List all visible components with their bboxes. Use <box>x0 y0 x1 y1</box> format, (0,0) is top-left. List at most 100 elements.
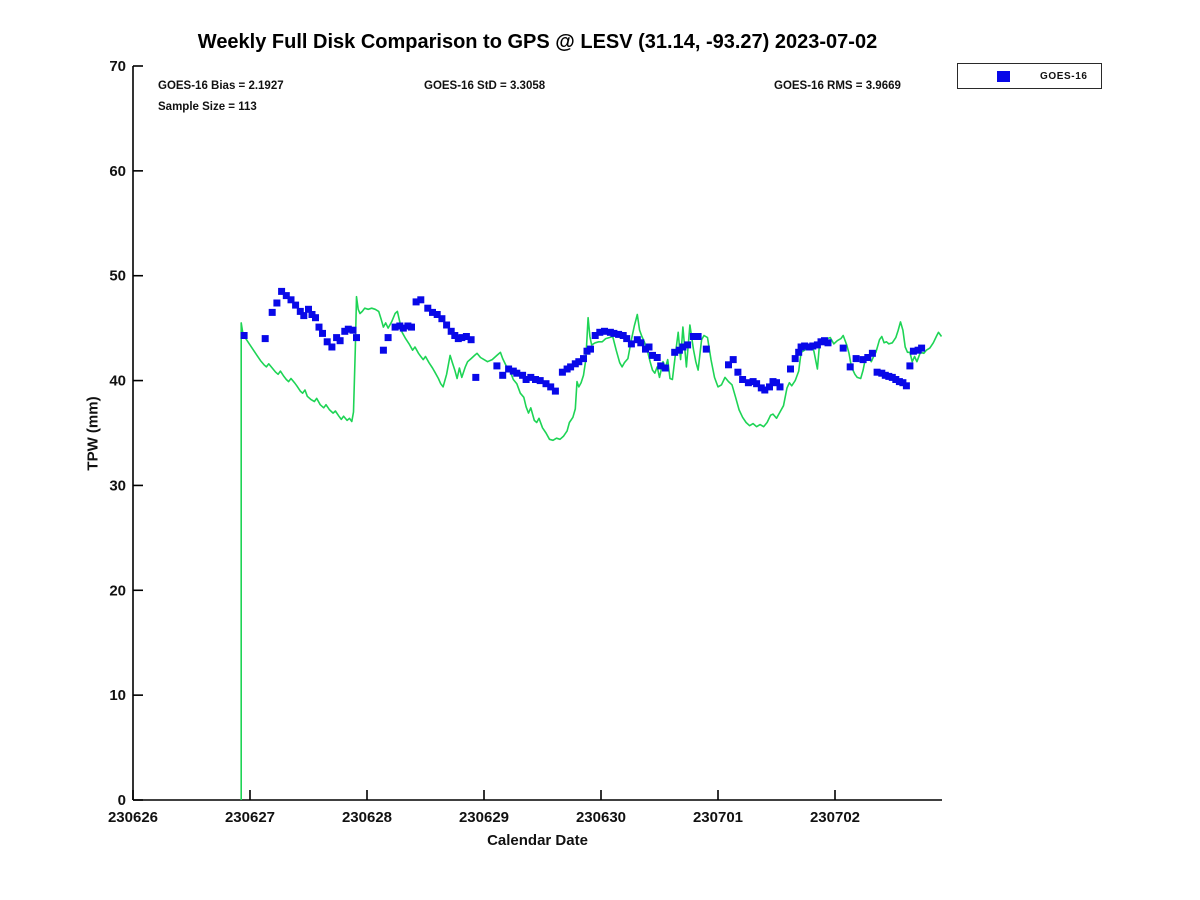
goes16-data-marker <box>493 362 501 370</box>
goes16-data-marker <box>424 304 432 312</box>
goes16-data-marker <box>404 322 412 330</box>
goes16-data-marker <box>328 343 336 351</box>
goes16-data-marker <box>813 341 821 349</box>
goes16-data-marker <box>391 323 399 331</box>
goes16-data-marker <box>240 332 248 339</box>
goes16-data-marker <box>637 339 645 347</box>
goes16-data-marker <box>287 296 295 304</box>
goes16-data-marker <box>282 292 290 300</box>
goes16-data-marker <box>679 343 687 351</box>
goes16-data-marker <box>809 342 817 350</box>
y-tick-label: 20 <box>109 582 126 599</box>
x-tick-label: 230702 <box>810 809 860 826</box>
goes16-data-marker <box>384 334 392 342</box>
goes16-data-marker <box>412 298 420 306</box>
goes16-data-marker <box>868 349 876 357</box>
goes16-data-marker <box>462 333 470 340</box>
goes16-data-marker <box>864 354 872 361</box>
goes16-data-marker <box>596 328 604 336</box>
goes16-data-marker <box>408 323 415 331</box>
stat-std-text: GOES-16 StD = 3.3058 <box>424 80 546 92</box>
goes16-data-marker <box>645 343 653 351</box>
goes16-data-marker <box>323 338 331 346</box>
goes16-data-marker <box>627 340 635 348</box>
goes16-data-marker <box>522 376 530 383</box>
goes16-data-marker <box>551 387 559 395</box>
goes16-data-marker <box>801 342 809 350</box>
goes16-data-marker <box>312 314 319 322</box>
goes16-data-marker <box>873 368 881 376</box>
y-tick-label: 10 <box>109 687 126 704</box>
x-axis-label: Calendar Date <box>487 832 588 849</box>
goes16-data-marker <box>580 355 587 363</box>
x-tick-label: 230629 <box>459 809 509 826</box>
goes16-data-marker <box>795 348 803 356</box>
goes16-data-marker <box>852 355 860 363</box>
goes16-data-marker <box>315 323 323 331</box>
goes16-data-marker <box>773 379 780 387</box>
goes16-data-marker <box>610 329 618 337</box>
goes16-data-marker <box>305 305 312 313</box>
goes16-data-marker <box>824 339 832 347</box>
goes16-marker-series <box>240 287 926 395</box>
goes16-data-marker <box>547 383 555 391</box>
goes16-data-marker <box>558 368 566 376</box>
goes16-data-marker <box>261 335 269 343</box>
goes16-data-marker <box>447 327 455 335</box>
goes16-data-marker <box>467 336 475 344</box>
goes16-data-marker <box>527 373 535 381</box>
stat-sample-size-text: Sample Size = 113 <box>158 101 257 113</box>
goes16-data-marker <box>278 287 286 295</box>
goes16-data-marker <box>472 373 480 381</box>
gps-line <box>240 295 943 800</box>
goes16-data-marker <box>601 327 608 335</box>
goes16-data-marker <box>379 346 387 354</box>
goes16-data-marker <box>273 299 281 307</box>
goes16-data-marker <box>429 308 436 316</box>
goes16-data-marker <box>292 301 300 309</box>
x-tick-label: 230626 <box>108 809 158 826</box>
goes16-data-marker <box>744 379 752 387</box>
goes16-data-marker <box>776 383 784 391</box>
x-tick-label: 230628 <box>342 809 392 826</box>
goes16-data-marker <box>657 362 665 370</box>
legend-label: GOES-16 <box>1040 70 1088 82</box>
goes16-data-marker <box>902 382 910 390</box>
goes16-data-marker <box>684 341 692 349</box>
goes16-data-marker <box>319 329 326 337</box>
goes16-data-marker <box>766 383 773 391</box>
goes16-data-marker <box>892 376 900 383</box>
goes16-data-marker <box>761 386 769 394</box>
goes16-data-marker <box>623 335 631 343</box>
legend-square-marker-icon <box>997 70 1010 82</box>
goes16-data-marker <box>702 345 710 353</box>
goes16-data-marker <box>653 354 661 361</box>
goes16-data-marker <box>353 334 360 342</box>
y-tick-label: 40 <box>109 373 126 390</box>
goes16-data-marker <box>787 365 794 373</box>
goes16-data-marker <box>300 312 308 320</box>
goes16-data-marker <box>725 361 732 369</box>
goes16-data-marker <box>615 330 623 338</box>
y-tick-label: 50 <box>109 268 126 285</box>
axes: 230626 230627 230628 230629 230630 230701 2307… <box>108 58 942 826</box>
goes16-data-marker <box>519 371 527 379</box>
goes16-data-marker <box>443 321 451 329</box>
x-tick-label: 230627 <box>225 809 275 826</box>
goes16-data-marker <box>671 348 679 356</box>
goes16-data-marker <box>587 345 594 353</box>
goes16-data-marker <box>694 333 702 340</box>
goes16-data-marker <box>649 351 656 359</box>
goes16-data-marker <box>499 371 507 379</box>
goes16-data-marker <box>918 344 926 352</box>
goes16-data-marker <box>739 376 747 383</box>
goes16-data-marker <box>839 344 847 352</box>
goes16-data-marker <box>906 362 914 370</box>
goes16-data-marker <box>729 356 737 364</box>
goes16-data-marker <box>859 356 867 364</box>
gps-line-series <box>240 295 943 800</box>
stat-rms-text: GOES-16 RMS = 3.9669 <box>774 80 901 92</box>
goes16-data-marker <box>296 307 304 315</box>
